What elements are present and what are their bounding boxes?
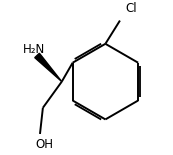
Text: Cl: Cl [126, 2, 137, 15]
Polygon shape [35, 53, 62, 82]
Text: OH: OH [35, 138, 53, 151]
Text: H₂N: H₂N [22, 43, 45, 56]
